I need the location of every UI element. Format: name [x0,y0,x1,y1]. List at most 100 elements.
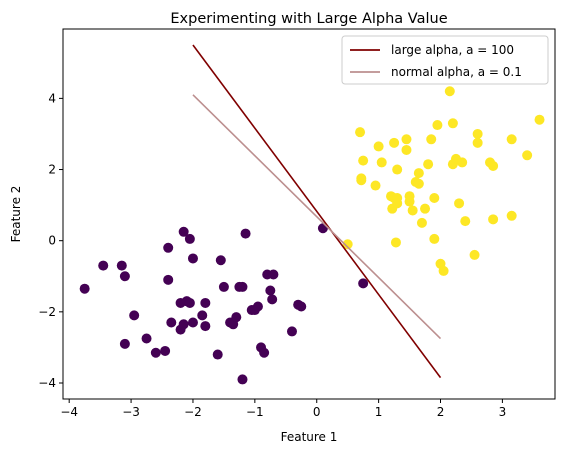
x-tick-label: 0 [313,405,321,419]
data-point-class-1 [416,217,427,228]
data-point-class-0 [358,278,369,289]
data-point-class-1 [407,205,418,216]
data-point-class-1 [389,137,400,148]
data-point-class-1 [522,150,533,161]
data-point-class-0 [116,260,127,271]
y-axis-ticks: −4 −2 0 2 4 [38,91,63,390]
data-point-class-0 [286,326,297,337]
data-point-class-0 [119,271,130,282]
data-point-class-1 [355,127,366,138]
data-point-class-1 [373,141,384,152]
decision-line-2 [192,44,442,379]
data-point-class-0 [187,253,198,264]
data-point-class-0 [187,317,198,328]
x-axis-ticks: −4 −3 −2 −1 0 1 2 3 [60,399,506,419]
plot-border [62,28,556,400]
data-point-class-1 [506,210,517,221]
legend-label: large alpha, a = 100 [391,43,514,57]
data-point-class-1 [401,134,412,145]
chart-title: Experimenting with Large Alpha Value [170,11,447,27]
data-point-class-1 [426,134,437,145]
legend-box [341,35,549,85]
data-point-class-0 [184,297,195,308]
x-tick-label: −4 [60,405,78,419]
data-point-class-0 [160,345,171,356]
data-point-class-1 [342,239,353,250]
x-tick-label: 3 [499,405,507,419]
data-point-class-0 [240,228,251,239]
data-point-class-0 [268,269,279,280]
data-point-class-1 [488,214,499,225]
data-point-class-1 [370,180,381,191]
data-point-class-1 [432,120,443,131]
data-point-class-0 [141,333,152,344]
data-point-class-1 [447,118,458,129]
data-point-class-0 [200,297,211,308]
data-point-class-1 [376,157,387,168]
data-point-class-0 [98,260,109,271]
y-axis-label: Feature 2 [9,186,23,243]
data-point-class-0 [231,312,242,323]
data-point-class-0 [178,319,189,330]
data-point-class-0 [178,226,189,237]
x-tick-label: −2 [184,405,202,419]
data-point-class-1 [438,265,449,276]
data-point-class-0 [237,374,248,385]
x-tick-label: −3 [122,405,140,419]
plot-area [79,44,545,385]
data-point-class-1 [420,203,431,214]
x-tick-label: 1 [375,405,383,419]
data-point-class-0 [265,285,276,296]
data-point-class-1 [392,198,403,209]
data-point-class-0 [200,321,211,332]
data-point-class-1 [390,237,401,248]
data-point-class-1 [429,192,440,203]
data-point-class-0 [252,301,263,312]
data-point-class-1 [534,114,545,125]
data-point-class-0 [163,242,174,253]
data-point-class-1 [401,144,412,155]
y-tick-label: 2 [48,163,56,177]
y-tick-label: 4 [48,91,56,105]
x-tick-label: −1 [246,405,264,419]
data-point-class-1 [460,216,471,227]
data-point-class-0 [296,301,307,312]
data-point-class-1 [429,233,440,244]
data-point-class-0 [129,310,140,321]
data-point-class-0 [197,310,208,321]
data-point-class-0 [163,274,174,285]
data-point-class-0 [215,255,226,266]
data-point-class-1 [488,160,499,171]
data-point-class-1 [413,178,424,189]
y-tick-label: −4 [38,376,56,390]
data-point-class-0 [184,233,195,244]
data-point-class-1 [472,128,483,139]
data-point-class-1 [457,157,468,168]
data-point-class-1 [404,196,415,207]
x-tick-label: 2 [437,405,445,419]
data-point-class-0 [212,349,223,360]
data-point-class-0 [237,281,248,292]
decision-line-3 [192,94,442,340]
y-tick-label: 0 [48,234,56,248]
x-axis-label: Feature 1 [281,430,338,444]
data-point-class-1 [358,155,369,166]
data-point-class-1 [454,198,465,209]
data-point-class-0 [218,281,229,292]
legend: large alpha, a = 100 normal alpha, a = 0.… [341,35,549,85]
data-point-class-1 [444,86,455,97]
data-point-class-0 [119,338,130,349]
data-point-class-0 [166,317,177,328]
data-point-class-0 [259,347,270,358]
y-tick-label: −2 [38,305,56,319]
data-point-class-0 [150,347,161,358]
data-point-class-1 [472,137,483,148]
data-point-class-1 [506,134,517,145]
data-point-class-1 [356,175,367,186]
data-point-class-1 [413,168,424,179]
data-point-class-0 [79,283,90,294]
data-point-class-1 [469,249,480,260]
data-point-class-0 [267,294,278,305]
legend-label: normal alpha, a = 0.1 [391,65,522,79]
